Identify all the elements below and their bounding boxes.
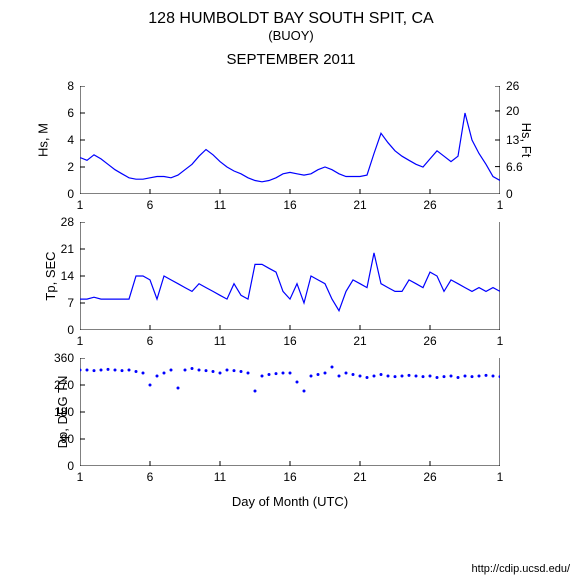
xtick-label: 6 (147, 198, 154, 212)
xtick-label: 1 (497, 198, 504, 212)
xtick-label: 1 (77, 334, 84, 348)
ytick-label: 14 (61, 269, 74, 283)
ytick-label: 21 (61, 242, 74, 256)
xtick-label: 1 (497, 334, 504, 348)
page-month: SEPTEMBER 2011 (0, 43, 582, 68)
chart-2: Dp, DEG TN09018027036016111621261Day of … (80, 358, 500, 466)
xtick-label: 21 (353, 470, 366, 484)
xtick-label: 26 (423, 470, 436, 484)
ytick-label-right: 6.6 (506, 160, 523, 174)
chart-1: Tp, SEC0714212816111621261 (80, 222, 500, 330)
page-title: 128 HUMBOLDT BAY SOUTH SPIT, CA (0, 10, 582, 28)
xtick-label: 26 (423, 198, 436, 212)
xtick-label: 6 (147, 334, 154, 348)
xtick-label: 11 (214, 470, 226, 484)
xaxis-label: Day of Month (UTC) (232, 494, 348, 509)
ytick-label-right: 26 (506, 79, 519, 93)
xtick-label: 1 (497, 470, 504, 484)
ylabel: Hs, M (35, 123, 50, 157)
ytick-label: 7 (67, 296, 74, 310)
ylabel-right: Hs, Ft (519, 123, 534, 158)
ytick-label: 28 (61, 215, 74, 229)
source-url: http://cdip.ucsd.edu/ (472, 563, 570, 575)
xtick-label: 6 (147, 470, 154, 484)
ytick-label: 360 (54, 351, 74, 365)
ytick-label: 2 (67, 160, 74, 174)
ytick-label-right: 20 (506, 104, 519, 118)
xtick-label: 11 (214, 198, 226, 212)
ytick-label: 270 (54, 378, 74, 392)
ytick-label-right: 0 (506, 187, 513, 201)
ytick-label-right: 13 (506, 133, 519, 147)
ytick-label: 6 (67, 106, 74, 120)
xtick-label: 16 (283, 470, 296, 484)
xtick-label: 26 (423, 334, 436, 348)
xtick-label: 11 (214, 334, 226, 348)
ytick-label: 8 (67, 79, 74, 93)
ytick-label: 4 (67, 133, 74, 147)
page-subtitle: (BUOY) (0, 28, 582, 43)
ytick-label: 0 (67, 187, 74, 201)
xtick-label: 21 (353, 198, 366, 212)
ylabel: Tp, SEC (43, 251, 58, 300)
xtick-label: 21 (353, 334, 366, 348)
xtick-label: 16 (283, 198, 296, 212)
xtick-label: 1 (77, 470, 84, 484)
ytick-label: 0 (67, 323, 74, 337)
ytick-label: 180 (54, 405, 74, 419)
ytick-label: 0 (67, 459, 74, 473)
ytick-label: 90 (61, 432, 74, 446)
xtick-label: 1 (77, 198, 84, 212)
chart-0: Hs, MHs, Ft0246806.613202616111621261 (80, 86, 500, 194)
xtick-label: 16 (283, 334, 296, 348)
